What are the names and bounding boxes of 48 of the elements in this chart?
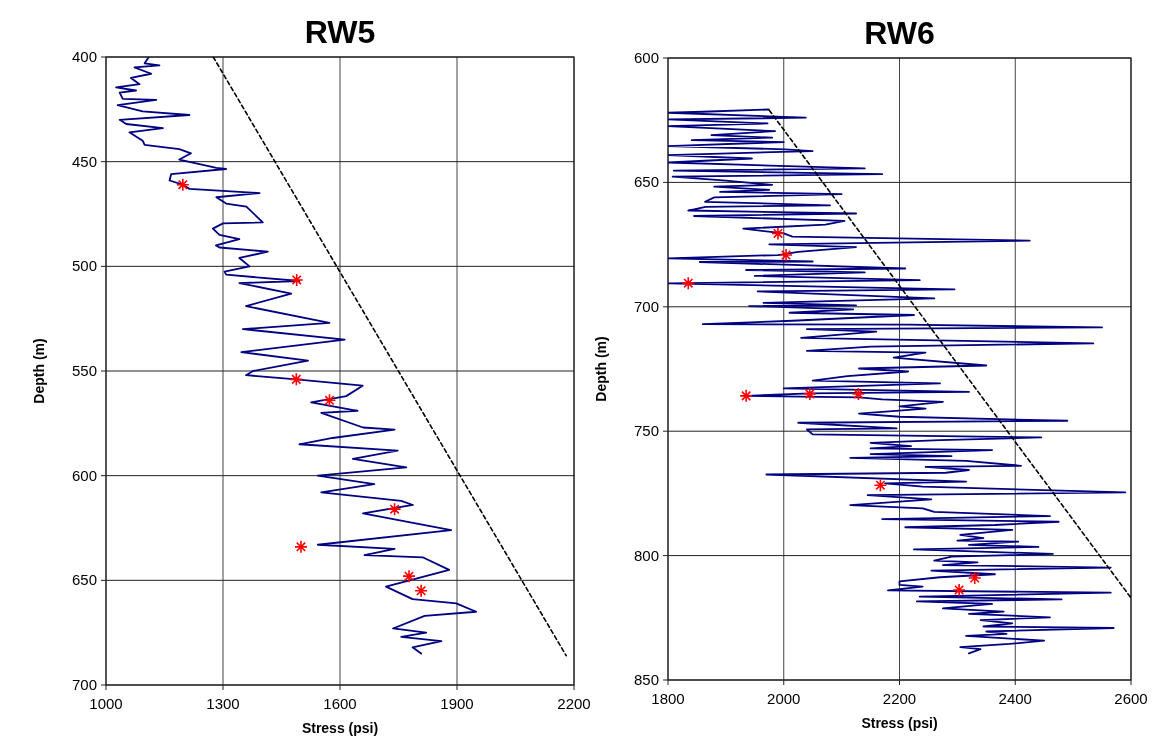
x-tick-label: 2600 — [1114, 690, 1148, 707]
y-tick-label: 850 — [633, 671, 659, 688]
point — [289, 273, 304, 287]
y-tick-label: 700 — [633, 297, 659, 315]
point — [851, 387, 866, 401]
point — [739, 389, 753, 403]
y-tick-label: 500 — [71, 257, 97, 275]
point — [967, 571, 982, 585]
x-tick-label: 1600 — [323, 695, 357, 712]
y-tick-label: 700 — [71, 676, 97, 693]
y-tick-label: 750 — [633, 422, 659, 440]
y-tick-label: 550 — [71, 362, 97, 379]
point — [952, 583, 966, 597]
point — [294, 540, 308, 554]
point — [414, 584, 428, 598]
x-tick-label: 1900 — [440, 695, 474, 712]
chart-title: RW5 — [304, 14, 376, 50]
x-tick-label: 2200 — [882, 690, 917, 707]
point — [402, 569, 416, 583]
point — [681, 276, 696, 290]
x-tick-label: 2000 — [767, 690, 801, 707]
y-tick-label: 450 — [71, 152, 97, 170]
x-tick-label: 2400 — [998, 690, 1032, 707]
y-tick-label: 800 — [633, 546, 659, 564]
point — [771, 226, 785, 241]
x-axis-title: Stress (psi) — [301, 720, 379, 736]
point — [322, 393, 337, 408]
y-tick-label: 600 — [71, 466, 97, 484]
chart-title: RW6 — [864, 15, 935, 51]
y-tick-label: 650 — [71, 571, 97, 589]
y-tick-label: 650 — [633, 173, 659, 191]
x-tick-label: 1300 — [206, 695, 240, 712]
point — [387, 502, 402, 516]
x-tick-label: 1800 — [651, 690, 685, 707]
line-series — [668, 108, 1127, 655]
point — [802, 387, 817, 401]
y-tick-label: 600 — [633, 49, 659, 66]
x-tick-label: 2200 — [557, 695, 591, 712]
point — [289, 372, 304, 387]
point — [176, 177, 190, 192]
y-tick-label: 400 — [71, 48, 97, 65]
point — [779, 248, 793, 262]
y-axis-title: Depth (m) — [593, 336, 609, 402]
x-tick-label: 1000 — [89, 695, 123, 712]
line-series — [115, 57, 478, 655]
y-axis-title: Depth (m) — [31, 338, 47, 404]
point — [873, 478, 888, 492]
x-axis-title: Stress (psi) — [861, 715, 938, 731]
